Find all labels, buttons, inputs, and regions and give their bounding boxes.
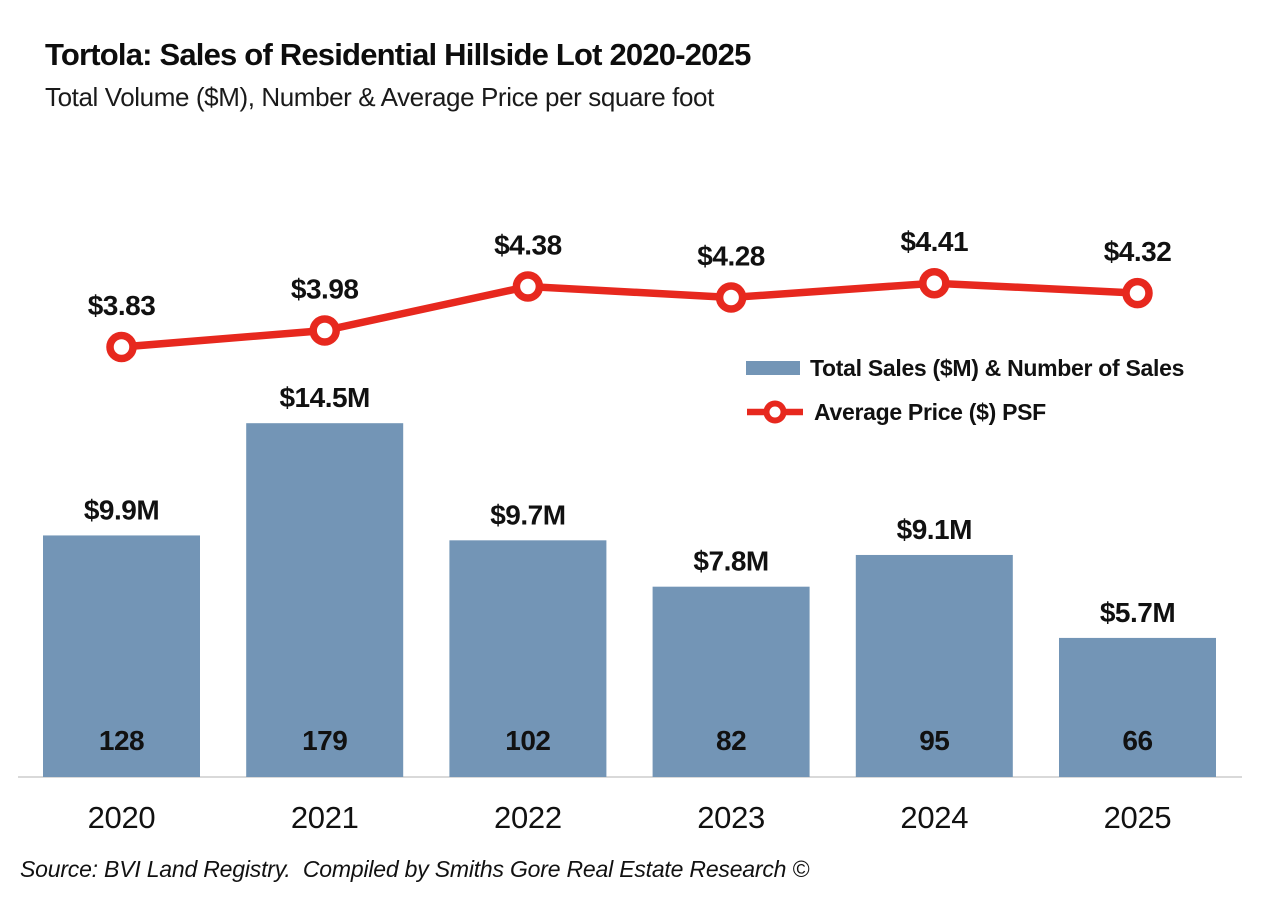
x-tick-label-2021: 2021 (291, 800, 359, 835)
bar-count-label-2025: 66 (1122, 725, 1152, 756)
chart-title: Tortola: Sales of Residential Hillside L… (45, 37, 751, 72)
bar-count-label-2024: 95 (919, 725, 949, 756)
line-marker-2023 (715, 282, 747, 313)
bar-value-label-2021: $14.5M (279, 382, 369, 413)
line-series-legend-label: Average Price ($) PSF (814, 398, 1046, 425)
line-value-label-2020: $3.83 (88, 290, 156, 321)
line-marker-2024 (919, 267, 950, 299)
bar-value-label-2024: $9.1M (897, 514, 972, 545)
bar-value-label-2025: $5.7M (1100, 597, 1175, 628)
source-attribution: Source: BVI Land Registry. Compiled by S… (20, 856, 810, 882)
x-tick-label-2024: 2024 (900, 800, 968, 835)
line-value-label-2025: $4.32 (1104, 236, 1172, 267)
bar-count-label-2023: 82 (716, 725, 746, 756)
x-tick-label-2020: 2020 (88, 800, 156, 835)
bar-2021 (246, 423, 404, 777)
bar-2023 (652, 586, 810, 777)
line-value-label-2022: $4.38 (494, 230, 562, 261)
line-marker-2022 (512, 271, 544, 302)
bar-value-label-2023: $7.8M (693, 546, 768, 577)
bar-2020 (43, 535, 200, 777)
bar-count-label-2021: 179 (302, 725, 347, 756)
avg-price-line (121, 279, 1138, 351)
bar-2025 (1059, 637, 1216, 777)
bar-value-label-2022: $9.7M (490, 499, 565, 530)
bar-2022 (449, 540, 607, 777)
bar-series-legend-label: Total Sales ($M) & Number of Sales (810, 354, 1185, 381)
legend-row-bars: Total Sales ($M) & Number of Sales (746, 354, 1184, 382)
legend-row-line: Average Price ($) PSF (746, 398, 1184, 426)
bar-series-swatch-icon (746, 361, 800, 375)
x-tick-label-2023: 2023 (697, 800, 765, 835)
bar-count-label-2022: 102 (505, 725, 550, 756)
line-value-label-2021: $3.98 (291, 274, 359, 305)
line-marker-2021 (309, 315, 340, 346)
line-marker-2020 (106, 331, 137, 363)
line-series-marker-icon (747, 400, 803, 424)
line-marker-2025 (1122, 277, 1153, 309)
line-value-label-2024: $4.41 (901, 226, 969, 257)
chart-header: Tortola: Sales of Residential Hillside L… (45, 36, 751, 113)
bar-count-label-2020: 128 (99, 725, 144, 756)
legend: Total Sales ($M) & Number of Sales Avera… (746, 354, 1184, 426)
x-tick-label-2022: 2022 (494, 800, 562, 835)
x-tick-label-2025: 2025 (1104, 800, 1172, 835)
chart-subtitle: Total Volume ($M), Number & Average Pric… (45, 82, 714, 113)
bar-value-label-2020: $9.9M (84, 494, 159, 525)
line-value-label-2023: $4.28 (697, 241, 765, 272)
bar-2024 (855, 554, 1013, 777)
